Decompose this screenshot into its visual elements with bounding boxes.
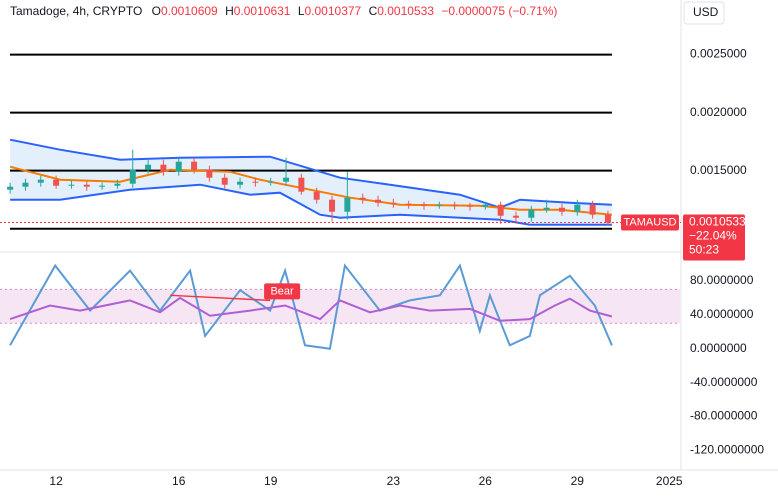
symbol: Tamadoge, 4h, CRYPTO: [10, 4, 142, 18]
candle-body: [313, 191, 320, 200]
divergence-line: [170, 294, 271, 302]
candle-body: [466, 205, 473, 207]
candle-body: [451, 204, 458, 206]
candle-body: [589, 204, 596, 215]
ticker-label: TAMAUSD: [624, 216, 677, 228]
candle-body: [160, 164, 167, 172]
candle-body: [329, 199, 336, 212]
divergence-label: Bear: [270, 285, 294, 297]
header: Tamadoge, 4h, CRYPTO O0.0010609 H0.00106…: [10, 4, 557, 18]
candle-body: [574, 204, 581, 212]
candle-body: [528, 209, 535, 218]
currency-button[interactable]: [683, 1, 725, 25]
last-change: −22.04%: [689, 229, 737, 243]
candle-body: [145, 164, 152, 170]
candle-body: [53, 179, 60, 186]
candle-body: [375, 199, 382, 203]
candle-body: [191, 161, 198, 170]
currency[interactable]: USD: [693, 5, 719, 19]
x-tick-label: 26: [479, 474, 493, 488]
indicator-line: [9, 138, 612, 209]
candle-body: [359, 197, 366, 200]
high-label: H: [225, 4, 234, 18]
candle-body: [482, 204, 489, 207]
x-tick-label: 29: [571, 474, 585, 488]
y-tick-label: 80.0000000: [690, 273, 754, 287]
candle-body: [543, 207, 550, 210]
candle-body: [390, 202, 397, 204]
x-tick-label: 19: [264, 474, 278, 488]
x-tick-label: 2025: [656, 474, 683, 488]
candle-body: [22, 182, 29, 187]
candle-body: [68, 184, 75, 186]
candle-body: [558, 207, 565, 212]
low-value: 0.0010377: [305, 4, 362, 18]
candle-body: [267, 181, 274, 183]
candle-body: [175, 161, 182, 172]
oscillator-line: [9, 296, 613, 322]
x-tick-label: 16: [172, 474, 186, 488]
candle-body: [497, 204, 504, 216]
open-value: 0.0010609: [161, 4, 218, 18]
price-tag: [683, 214, 745, 261]
candle-body: [283, 177, 290, 182]
y-tick-label: 0.0000000: [690, 341, 747, 355]
close-label: C: [369, 4, 378, 18]
indicator-line: [10, 183, 612, 226]
bollinger-fill: [10, 139, 612, 225]
candle-body: [421, 204, 428, 206]
close-value: 0.0010533: [377, 4, 434, 18]
candle-body: [512, 215, 519, 218]
candle-body: [129, 169, 136, 184]
candle-body: [604, 214, 611, 223]
y-tick-label: -120.0000000: [690, 443, 764, 457]
candle-body: [436, 204, 443, 206]
open-label: O: [152, 4, 161, 18]
candle-body: [83, 184, 90, 187]
candle-body: [298, 177, 305, 192]
candle-body: [252, 181, 259, 183]
change-value: −0.0000075 (−0.71%): [441, 4, 557, 18]
candle-body: [344, 197, 351, 212]
x-tick-label: 12: [49, 474, 63, 488]
candle-body: [405, 203, 412, 205]
candle-body: [37, 179, 44, 183]
last-price: 0.0010533: [689, 215, 746, 229]
oscillator-line: [9, 263, 613, 350]
candle-body: [7, 186, 14, 190]
candle-body: [221, 177, 228, 185]
y-tick-label: 0.0015000: [690, 163, 747, 177]
candle-body: [114, 183, 121, 186]
y-tick-label: -40.0000000: [690, 375, 758, 389]
candle-body: [237, 181, 244, 185]
y-tick-label: 40.0000000: [690, 307, 754, 321]
y-tick-label: 0.0025000: [690, 47, 747, 61]
y-tick-label: -80.0000000: [690, 409, 758, 423]
x-tick-label: 23: [387, 474, 401, 488]
countdown: 50:23: [689, 243, 719, 257]
y-tick-label: 0.0020000: [690, 105, 747, 119]
candle-body: [206, 169, 213, 178]
divergence-tag: [264, 283, 301, 300]
candle-body: [99, 185, 106, 187]
ticker-tag: [621, 214, 679, 231]
high-value: 0.0010631: [234, 4, 291, 18]
low-label: L: [298, 4, 305, 18]
